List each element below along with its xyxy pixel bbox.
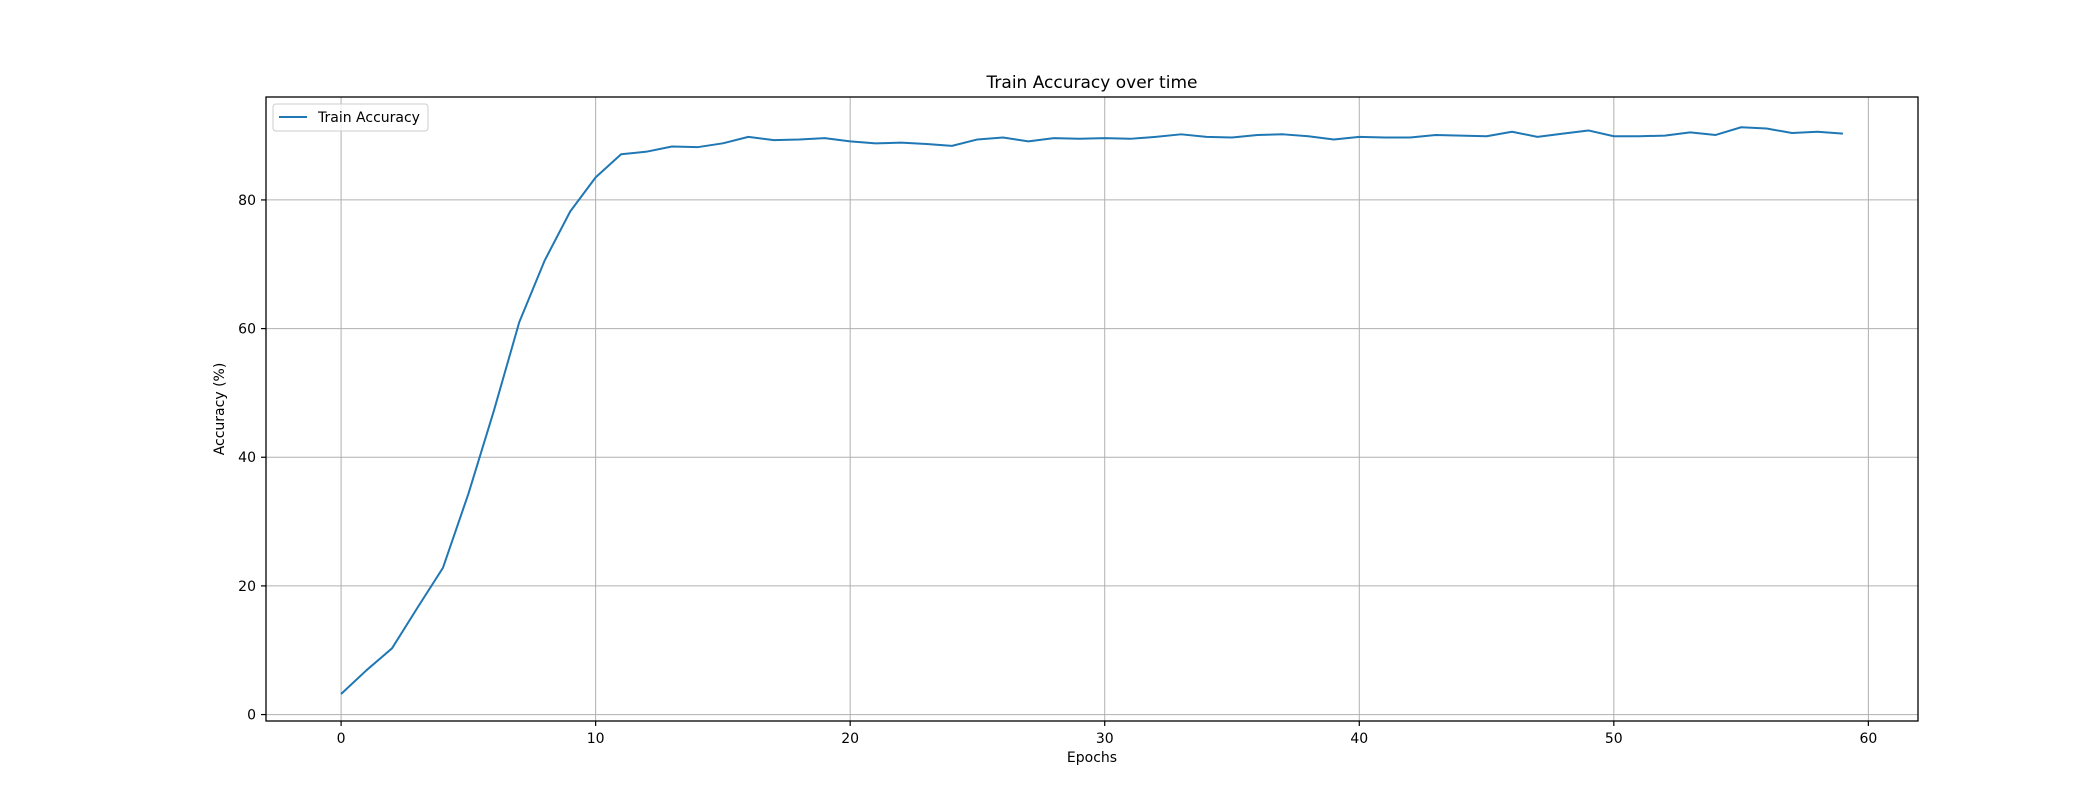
y-axis-label: Accuracy (%) [212,363,228,456]
y-tick-label: 80 [238,193,256,209]
grid [266,97,1918,721]
plot-area-frame [265,96,1919,722]
x-tick-label: 30 [1096,731,1114,747]
y-tick-label: 0 [247,708,256,724]
series-layer [340,126,1843,695]
x-tick-label: 0 [337,731,346,747]
y-tick-label: 60 [238,322,256,338]
x-tick-label: 50 [1605,731,1623,747]
chart-title: Train Accuracy over time [986,73,1198,93]
legend: Train Accuracy [272,103,429,132]
y-tick-label: 20 [238,579,256,595]
y-tick-label: 40 [238,450,256,466]
axis-ticks: 0 10 20 30 40 50 60 0 20 40 60 80 [238,193,1877,747]
x-axis-label: Epochs [1067,750,1117,766]
series-line-train-accuracy [340,126,1843,695]
x-tick-label: 60 [1859,731,1877,747]
legend-label: Train Accuracy [317,110,420,126]
x-tick-label: 40 [1350,731,1368,747]
x-tick-label: 10 [587,731,605,747]
legend-box [272,103,429,132]
x-tick-label: 20 [841,731,859,747]
